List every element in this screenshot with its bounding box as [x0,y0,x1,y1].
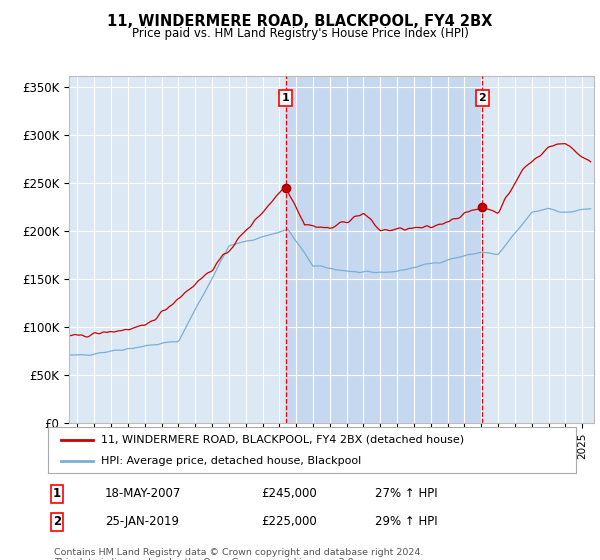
Text: HPI: Average price, detached house, Blackpool: HPI: Average price, detached house, Blac… [101,456,361,466]
Text: 1: 1 [282,93,290,103]
Bar [286,76,482,423]
Text: 27% ↑ HPI: 27% ↑ HPI [375,487,437,501]
Text: 2: 2 [53,515,61,529]
Text: 11, WINDERMERE ROAD, BLACKPOOL, FY4 2BX: 11, WINDERMERE ROAD, BLACKPOOL, FY4 2BX [107,14,493,29]
Text: £225,000: £225,000 [261,515,317,529]
Text: 2: 2 [479,93,487,103]
Text: 18-MAY-2007: 18-MAY-2007 [105,487,181,501]
Text: 29% ↑ HPI: 29% ↑ HPI [375,515,437,529]
Text: 1: 1 [53,487,61,501]
Text: £245,000: £245,000 [261,487,317,501]
Text: Contains HM Land Registry data © Crown copyright and database right 2024.
This d: Contains HM Land Registry data © Crown c… [54,548,424,560]
Text: Price paid vs. HM Land Registry's House Price Index (HPI): Price paid vs. HM Land Registry's House … [131,27,469,40]
Text: 11, WINDERMERE ROAD, BLACKPOOL, FY4 2BX (detached house): 11, WINDERMERE ROAD, BLACKPOOL, FY4 2BX … [101,435,464,445]
Text: 25-JAN-2019: 25-JAN-2019 [105,515,179,529]
